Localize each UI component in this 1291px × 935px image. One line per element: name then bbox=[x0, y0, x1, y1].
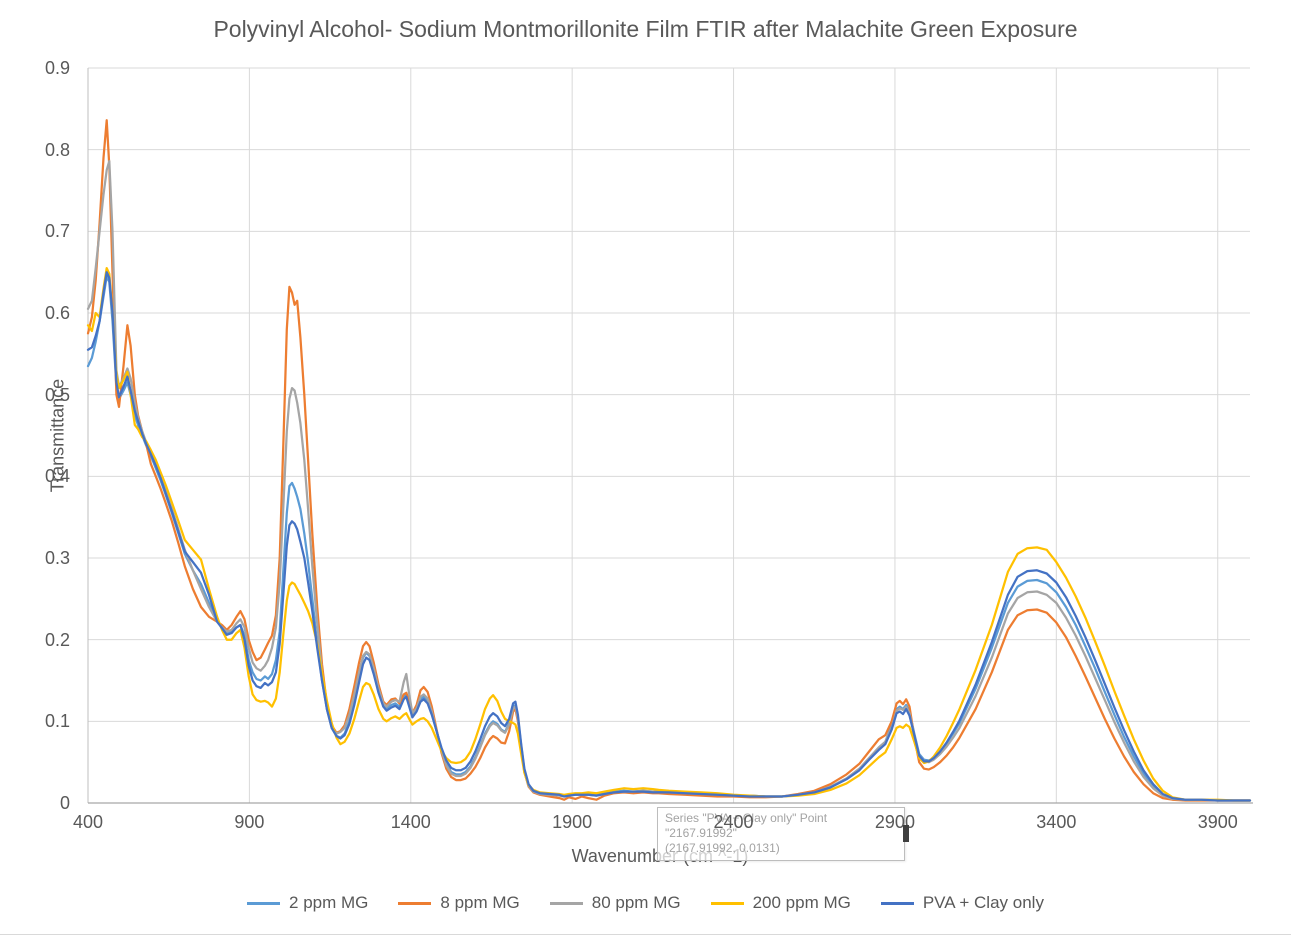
tooltip-line2: (2167.91992, 0.0131) bbox=[665, 841, 780, 855]
legend-line-swatch bbox=[880, 901, 914, 905]
legend-item-8-ppm-mg[interactable]: 8 ppm MG bbox=[398, 893, 520, 913]
legend-item-2-ppm-mg[interactable]: 2 ppm MG bbox=[247, 893, 368, 913]
y-tick-label: 0.9 bbox=[44, 58, 70, 78]
y-tick-label: 0.6 bbox=[44, 303, 70, 323]
legend-item-80-ppm-mg[interactable]: 80 ppm MG bbox=[549, 893, 681, 913]
legend-label: 2 ppm MG bbox=[289, 893, 369, 912]
legend-line-swatch bbox=[549, 901, 583, 905]
y-tick-label: 0.8 bbox=[44, 139, 70, 160]
y-tick-label: 0.1 bbox=[44, 711, 70, 732]
legend-line-swatch bbox=[398, 901, 432, 905]
y-tick-label: 0 bbox=[59, 793, 70, 813]
chart-title: Polyvinyl Alcohol- Sodium Montmorillonit… bbox=[213, 16, 1078, 42]
legend-label: 200 ppm MG bbox=[752, 893, 851, 912]
y-tick-label: 0.2 bbox=[44, 629, 70, 650]
x-tick-label: 400 bbox=[72, 812, 104, 832]
datapoint-tooltip: Series "PVA + Clay only" Point "2167.919… bbox=[657, 807, 905, 861]
legend-item-pva-clay-only[interactable]: PVA + Clay only bbox=[880, 893, 1044, 913]
legend-label: 8 ppm MG bbox=[440, 893, 520, 912]
y-tick-label: 0.5 bbox=[44, 384, 70, 405]
series-line-80-ppm-mg[interactable] bbox=[86, 159, 1252, 802]
x-tick-label: 3400 bbox=[1036, 812, 1077, 832]
y-tick-label: 0.7 bbox=[44, 221, 70, 242]
y-tick-label: 0.3 bbox=[44, 548, 70, 568]
x-tick-label: 3900 bbox=[1197, 812, 1238, 832]
y-axis-title: Transmittance bbox=[47, 378, 68, 493]
series-line-pva-clay-only[interactable] bbox=[86, 271, 1252, 802]
series-line-200-ppm-mg[interactable] bbox=[86, 266, 1252, 802]
x-tick-label: 1400 bbox=[390, 812, 431, 832]
x-tick-label: 2400 bbox=[713, 812, 754, 832]
legend-item-200-ppm-mg[interactable]: 200 ppm MG bbox=[710, 893, 851, 913]
x-tick-label: 900 bbox=[234, 812, 265, 832]
chart-legend: 2 ppm MG 8 ppm MG 80 ppm MG 200 ppm MG PVA +… bbox=[0, 893, 1291, 913]
x-tick-label: 2900 bbox=[874, 812, 915, 832]
mouse-cursor bbox=[903, 825, 909, 842]
series-line-8-ppm-mg[interactable] bbox=[86, 119, 1252, 802]
legend-line-swatch bbox=[247, 901, 281, 905]
tooltip-line1: Series "PVA + Clay only" Point "2167.919… bbox=[665, 811, 828, 840]
y-tick-label: 0.4 bbox=[44, 466, 70, 487]
series-line-2-ppm-mg[interactable] bbox=[86, 275, 1252, 802]
legend-line-swatch bbox=[710, 901, 744, 905]
legend-label: PVA + Clay only bbox=[922, 893, 1044, 912]
legend-label: 80 ppm MG bbox=[591, 893, 681, 912]
x-tick-label: 1900 bbox=[552, 812, 593, 832]
